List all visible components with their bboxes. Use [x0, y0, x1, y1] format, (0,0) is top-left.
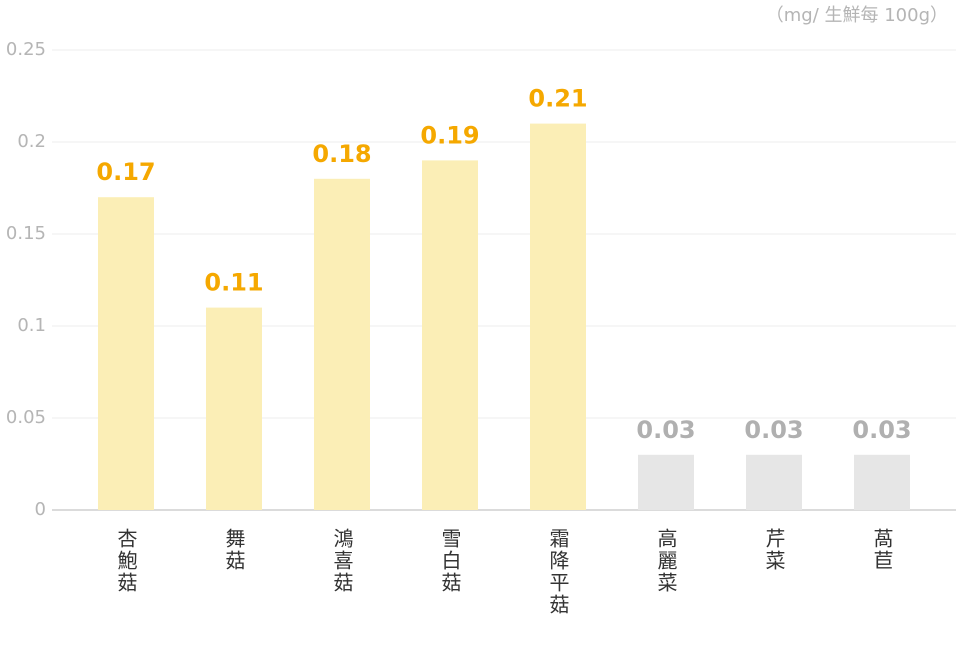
value-label: 0.19: [420, 121, 479, 149]
y-tick-label: 0.2: [17, 131, 46, 152]
value-label: 0.18: [312, 140, 371, 168]
value-label: 0.03: [852, 416, 911, 444]
y-tick-label: 0.1: [17, 315, 46, 336]
y-tick-label: 0.05: [6, 407, 46, 428]
x-tick-label: 高麗菜: [654, 528, 678, 594]
bar: [746, 454, 802, 510]
y-tick-label: 0.25: [6, 39, 46, 60]
bar: [638, 454, 694, 510]
x-tick-label: 雪白菇: [438, 528, 462, 594]
value-label: 0.17: [96, 158, 155, 186]
value-label: 0.11: [204, 269, 263, 297]
y-tick-label: 0: [35, 499, 46, 520]
bar: [206, 307, 262, 510]
bar: [98, 197, 154, 510]
x-tick-label: 萵苣: [870, 528, 894, 572]
bar: [854, 454, 910, 510]
y-tick-label: 0.15: [6, 223, 46, 244]
x-tick-label: 鴻喜菇: [330, 528, 354, 594]
value-label: 0.21: [528, 85, 587, 113]
x-tick-label: 芹菜: [762, 528, 786, 572]
unit-label: （mg/ 生鮮每 100g）: [766, 5, 948, 26]
x-tick-label: 杏鮑菇: [114, 528, 138, 594]
x-tick-label: 舞菇: [222, 528, 246, 572]
x-tick-label: 霜降平菇: [546, 528, 570, 616]
bar: [422, 160, 478, 510]
value-label: 0.03: [744, 416, 803, 444]
value-label: 0.03: [636, 416, 695, 444]
bar: [530, 123, 586, 510]
bar: [314, 178, 370, 511]
